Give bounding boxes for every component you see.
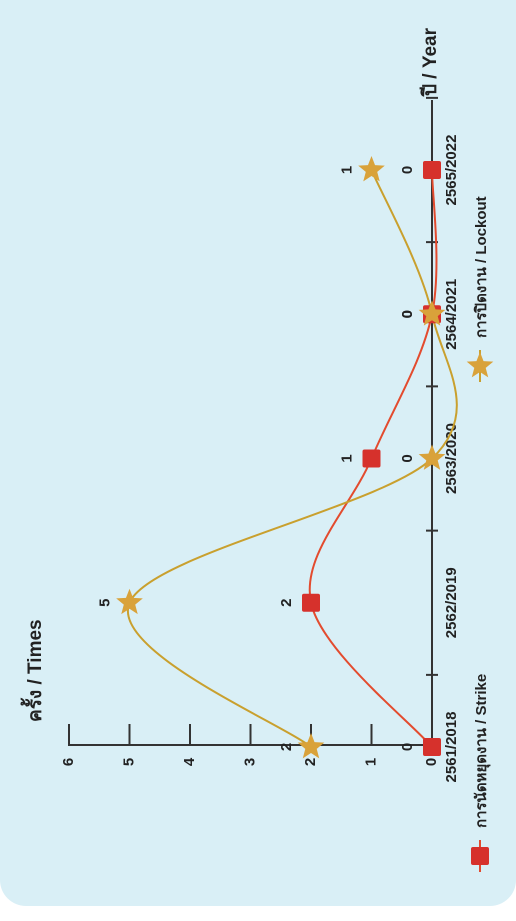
- strike-data-label: 0: [399, 166, 416, 174]
- strike-data-label: 2: [278, 599, 295, 607]
- lockout-series-line: [126, 169, 458, 748]
- lockout-data-label: 2: [278, 743, 295, 751]
- lockout-marker: [358, 156, 385, 182]
- strike-marker: [362, 449, 381, 468]
- legend-strike-marker: [471, 847, 489, 865]
- category-tick-label: 2562/2019: [443, 567, 460, 638]
- value-tick-label: 5: [120, 758, 137, 766]
- lockout-data-label: 5: [96, 599, 113, 607]
- value-tick-label: 2: [302, 758, 319, 766]
- legend-lockout-marker: [466, 352, 494, 378]
- lockout-marker: [116, 588, 143, 615]
- series-markers: [116, 156, 446, 759]
- category-tick-label: 2564/2021: [443, 279, 460, 350]
- lockout-data-label: 0: [399, 454, 416, 462]
- x-axis-title: ปี / Year: [419, 27, 441, 96]
- strike-marker: [423, 161, 441, 179]
- lockout-marker: [418, 444, 446, 470]
- y-axis-title: ครั้ง / Times: [20, 619, 46, 722]
- lockout-marker: [297, 733, 325, 759]
- lockout-data-label: 1: [338, 166, 355, 174]
- lockout-data-label: 0: [399, 310, 416, 318]
- strike-data-label: 0: [399, 310, 416, 318]
- legend-strike-label: การนัดหยุดงาน / Strike: [473, 674, 491, 828]
- value-tick-label: 3: [241, 758, 258, 766]
- strike-marker: [423, 738, 441, 756]
- strike-data-label: 1: [338, 454, 355, 462]
- lockout-marker: [418, 300, 446, 326]
- strike-data-label: 0: [399, 743, 416, 751]
- value-tick-label: 1: [362, 758, 379, 766]
- value-tick-label: 4: [181, 757, 198, 766]
- category-tick-label: 2565/2022: [443, 135, 460, 206]
- legend-lockout-label: การปิดงาน / Lockout: [472, 196, 490, 338]
- value-tick-label: 6: [60, 758, 77, 766]
- category-tick-label: 2561/2018: [443, 712, 460, 783]
- strike-marker: [302, 593, 320, 612]
- value-tick-label: 0: [423, 758, 440, 766]
- legend: การนัดหยุดงาน / Strike การปิดงาน / Lockou…: [466, 196, 494, 872]
